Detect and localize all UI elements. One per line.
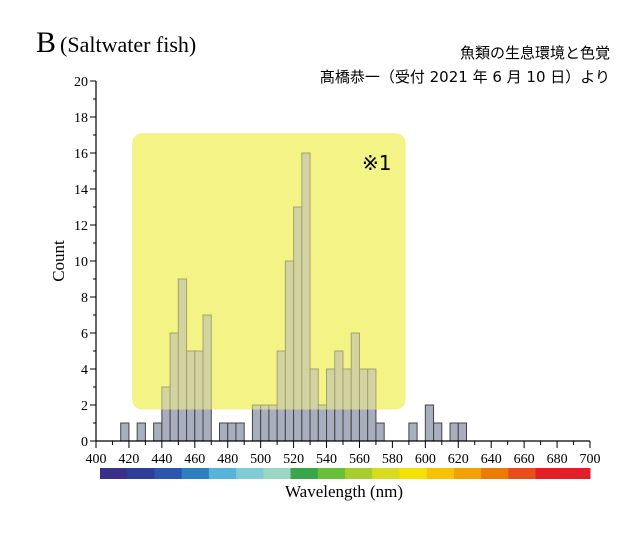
histogram-bar [153, 422, 163, 442]
spectrum-segment [127, 468, 155, 479]
spectrum-segment [345, 468, 373, 479]
spectrum-segment [317, 468, 346, 479]
highlight-note: ※1 [362, 151, 391, 175]
spectrum-segment [100, 468, 128, 479]
histogram-bar [251, 404, 262, 442]
spectrum-segment [508, 468, 537, 479]
histogram-bar [260, 404, 270, 442]
histogram-bar [457, 422, 467, 442]
x-tick-label: 560 [349, 452, 370, 467]
histogram-bar [317, 404, 328, 442]
histogram-bar [268, 404, 278, 442]
histogram-bar [424, 404, 435, 442]
x-tick-label: 580 [382, 452, 403, 467]
spectrum-segment [208, 468, 237, 479]
x-tick-label: 700 [580, 452, 601, 467]
y-tick-label: 0 [81, 435, 88, 450]
x-tick-label: 660 [514, 452, 535, 467]
x-axis-title: Wavelength (nm) [285, 482, 403, 501]
spectrum-segment [399, 468, 428, 479]
spectrum-segment [453, 468, 482, 479]
spectrum-segment [481, 468, 509, 479]
histogram-bar [449, 422, 459, 442]
spectrum-segment [290, 468, 319, 479]
x-tick-label: 640 [481, 452, 502, 467]
y-tick-label: 12 [74, 219, 88, 234]
source-line-2: 髙橋恭一（受付 2021 年 6 月 10 日）より [319, 68, 610, 86]
histogram-bar [375, 422, 385, 442]
x-tick-label: 540 [316, 452, 337, 467]
y-tick-label: 16 [74, 147, 88, 162]
x-tick-label: 440 [151, 452, 172, 467]
spectrum-segment [154, 468, 183, 479]
y-tick-label: 8 [81, 291, 88, 306]
spectrum-segment [535, 468, 564, 479]
y-tick-label: 4 [81, 363, 88, 378]
spectrum-segment [562, 468, 591, 479]
x-tick-label: 600 [415, 452, 436, 467]
spectrum-segment [236, 468, 264, 479]
y-tick-label: 14 [74, 183, 88, 198]
x-tick-label: 520 [283, 452, 304, 467]
spectrum-segment [181, 468, 210, 479]
histogram-bar [136, 422, 146, 442]
x-tick-label: 620 [448, 452, 469, 467]
x-tick-label: 420 [118, 452, 139, 467]
y-tick-label: 2 [81, 399, 88, 414]
x-tick-label: 480 [217, 452, 238, 467]
histogram-bar [408, 422, 418, 442]
y-tick-label: 6 [81, 327, 88, 342]
spectrum-segment [372, 468, 400, 479]
x-tick-label: 500 [250, 452, 271, 467]
spectrum-segment [263, 468, 292, 479]
histogram-bar [120, 422, 130, 442]
panel-subtitle: (Saltwater fish) [60, 32, 197, 57]
spectrum-segment [426, 468, 455, 479]
y-tick-label: 10 [74, 255, 88, 270]
panel-letter: B [36, 26, 57, 59]
histogram-bar [433, 422, 443, 442]
y-axis-title: Count [49, 240, 68, 282]
histogram-bar [235, 422, 245, 442]
x-tick-label: 460 [184, 452, 205, 467]
x-tick-label: 400 [86, 452, 107, 467]
histogram-bar [219, 422, 229, 442]
y-tick-label: 18 [74, 111, 88, 126]
source-line-1: 魚類の生息環境と色覚 [459, 44, 610, 62]
highlight-overlay [132, 133, 406, 410]
x-tick-label: 680 [547, 452, 568, 467]
panel-title: B (Saltwater fish) [36, 26, 196, 60]
histogram-bar [227, 422, 237, 442]
y-tick-label: 20 [74, 75, 88, 90]
